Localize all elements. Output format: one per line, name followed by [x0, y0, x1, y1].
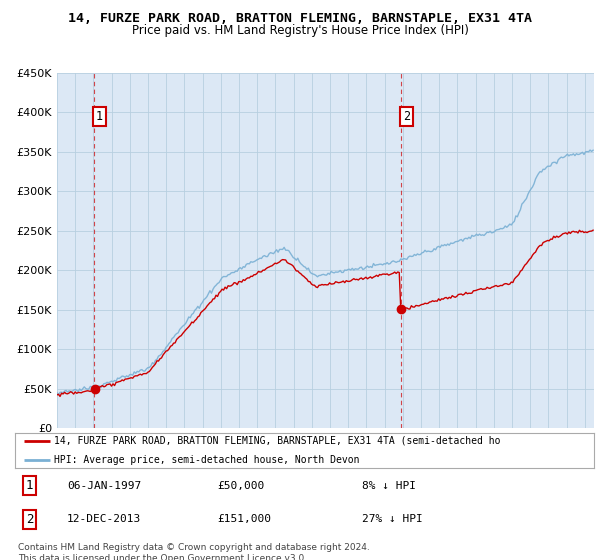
Text: Contains HM Land Registry data © Crown copyright and database right 2024.
This d: Contains HM Land Registry data © Crown c… — [18, 543, 370, 560]
Text: 14, FURZE PARK ROAD, BRATTON FLEMING, BARNSTAPLE, EX31 4TA: 14, FURZE PARK ROAD, BRATTON FLEMING, BA… — [68, 12, 532, 25]
Text: 27% ↓ HPI: 27% ↓ HPI — [362, 515, 423, 524]
Text: £151,000: £151,000 — [218, 515, 272, 524]
Text: 1: 1 — [96, 110, 103, 123]
Text: 2: 2 — [403, 110, 410, 123]
Text: HPI: Average price, semi-detached house, North Devon: HPI: Average price, semi-detached house,… — [55, 455, 360, 465]
Text: 06-JAN-1997: 06-JAN-1997 — [67, 481, 142, 491]
Text: 14, FURZE PARK ROAD, BRATTON FLEMING, BARNSTAPLE, EX31 4TA (semi-detached ho: 14, FURZE PARK ROAD, BRATTON FLEMING, BA… — [55, 436, 501, 446]
Text: £50,000: £50,000 — [218, 481, 265, 491]
Text: 1: 1 — [26, 479, 33, 492]
Text: Price paid vs. HM Land Registry's House Price Index (HPI): Price paid vs. HM Land Registry's House … — [131, 24, 469, 36]
Text: 12-DEC-2013: 12-DEC-2013 — [67, 515, 142, 524]
Text: 2: 2 — [26, 513, 33, 526]
Text: 8% ↓ HPI: 8% ↓ HPI — [362, 481, 416, 491]
